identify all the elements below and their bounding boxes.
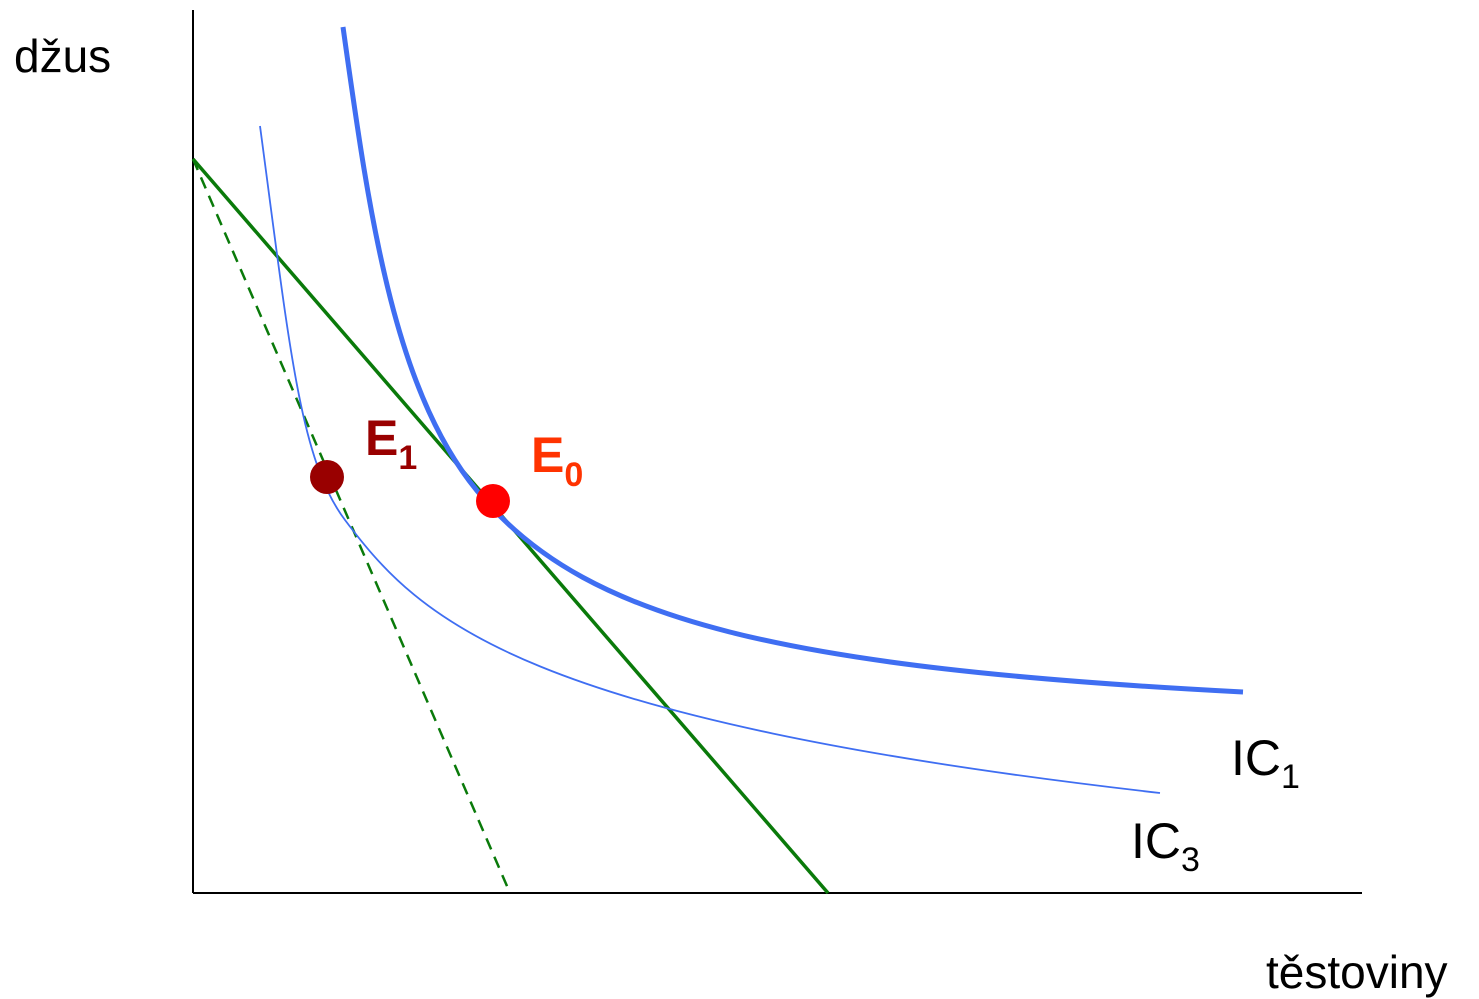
equilibrium-point-e1 xyxy=(310,460,344,494)
e0-label-sub: 0 xyxy=(564,456,583,494)
equilibrium-point-e0 xyxy=(476,484,510,518)
indifference-curve-ic1 xyxy=(340,26,1244,695)
budget-line-rotated xyxy=(191,158,512,894)
e1-label: E1 xyxy=(365,410,417,477)
ic3-label-main: IC xyxy=(1131,813,1181,869)
e1-label-sub: 1 xyxy=(398,439,417,477)
y-axis-label: džus xyxy=(14,30,111,82)
indifference-curve-ic3 xyxy=(259,125,1161,794)
e1-label-main: E xyxy=(365,410,398,466)
x-axis-label: těstoviny xyxy=(1266,946,1448,998)
ic1-label: IC1 xyxy=(1231,730,1300,796)
ic3-label-sub: 3 xyxy=(1181,841,1200,879)
ic1-label-sub: 1 xyxy=(1281,758,1300,796)
ic3-label: IC3 xyxy=(1131,813,1200,879)
ic1-label-main: IC xyxy=(1231,730,1281,786)
e0-label: E0 xyxy=(531,427,583,494)
e0-label-main: E xyxy=(531,427,564,483)
